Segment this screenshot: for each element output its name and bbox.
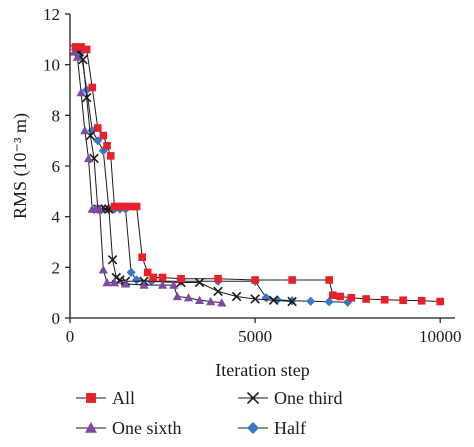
legend-item-all: All [76,388,135,408]
data-point-one-third [213,286,223,297]
data-point-half [98,146,108,156]
legend-item-one-third: One third [238,388,342,408]
data-point-all [71,43,80,51]
data-point-one-sixth [206,296,216,306]
data-point-one-sixth [72,52,83,61]
data-point-one-third [287,296,297,307]
data-point-all [127,202,135,211]
x-axis-title: Iteration step [215,360,309,380]
series-all [71,43,444,306]
data-point-one-third [107,254,118,265]
data-point-one-third [194,277,205,288]
series-one-third [70,44,297,307]
legend-label-one-third: One third [274,388,342,408]
data-point-one-sixth [95,204,105,213]
data-point-all [436,297,444,306]
data-point-one-sixth [139,280,149,289]
data-point-all [251,276,259,284]
y-tick-label: 2 [52,258,61,277]
data-point-one-sixth [109,277,120,287]
data-point-one-sixth [157,280,168,289]
data-point-all [347,293,356,302]
data-point-one-third [231,291,242,302]
data-point-half [132,275,142,285]
legend-label-all: All [112,388,135,408]
data-point-all [106,152,115,160]
x-tick-label: 5000 [238,327,272,346]
x-tick-label: 10000 [419,327,462,346]
legend-marker-all [86,393,96,403]
data-point-one-sixth [183,293,194,302]
data-point-one-sixth [83,153,94,163]
data-point-one-sixth [217,298,227,307]
series-line-half [75,49,348,303]
data-point-all [88,83,97,92]
data-point-half [306,296,316,306]
legend-item-one-sixth: One sixth [76,418,182,438]
legend-marker-one-sixth [85,422,97,433]
legend: All One third One sixth Half [76,388,342,438]
data-point-one-third [250,294,260,304]
data-point-half [261,293,271,303]
y-axis-title: RMS (10⁻³ m) [10,113,31,219]
data-point-all [288,276,296,284]
data-point-one-sixth [69,47,80,56]
data-point-one-sixth [172,291,182,301]
data-point-one-third [268,295,279,306]
data-point-one-sixth [76,87,86,97]
data-point-one-sixth [98,265,108,274]
data-point-all [158,273,167,282]
y-tick-label: 10 [43,56,60,75]
legend-label-half: Half [274,418,306,438]
data-point-all [362,295,370,303]
data-point-all [177,274,185,283]
y-tick-label: 6 [52,157,61,176]
data-point-all [143,268,152,277]
x-tick-label: 0 [66,327,75,346]
series-half [70,44,353,307]
data-point-all [329,291,337,299]
data-point-all [99,131,108,140]
data-point-all [380,295,389,304]
legend-item-half: Half [238,418,306,438]
data-point-all [149,273,158,282]
y-tick-label: 8 [52,106,61,125]
data-point-half [324,297,334,307]
y-tick-label: 4 [52,208,61,227]
series-line-one-third [75,49,293,303]
legend-marker-half [247,422,259,434]
data-point-all [138,253,146,261]
data-point-all [399,296,407,305]
series-one-sixth [69,47,227,307]
data-point-all [103,141,111,150]
data-point-one-sixth [194,295,205,304]
data-point-one-sixth [102,277,112,287]
y-tick-label: 12 [43,5,60,24]
data-point-one-third [78,54,88,65]
y-tick-label: 0 [52,309,61,328]
legend-marker-one-third [246,391,260,405]
data-point-all [93,124,102,132]
data-point-all [325,276,333,284]
axes: 0 2 4 6 8 10 12 0 5000 10000 [43,5,461,346]
data-point-one-sixth [80,125,90,135]
data-point-one-sixth [120,279,131,288]
data-point-all [121,202,130,211]
legend-label-one-sixth: One sixth [112,418,182,438]
series-line-one-sixth [74,51,222,304]
data-point-all [417,296,426,305]
data-point-one-sixth [169,280,179,289]
data-point-all [77,43,85,51]
plot-area [69,43,444,307]
data-point-all [214,274,222,283]
data-point-all [132,202,141,211]
data-point-all [336,292,345,301]
data-point-all [82,45,91,54]
data-point-half [126,267,136,277]
